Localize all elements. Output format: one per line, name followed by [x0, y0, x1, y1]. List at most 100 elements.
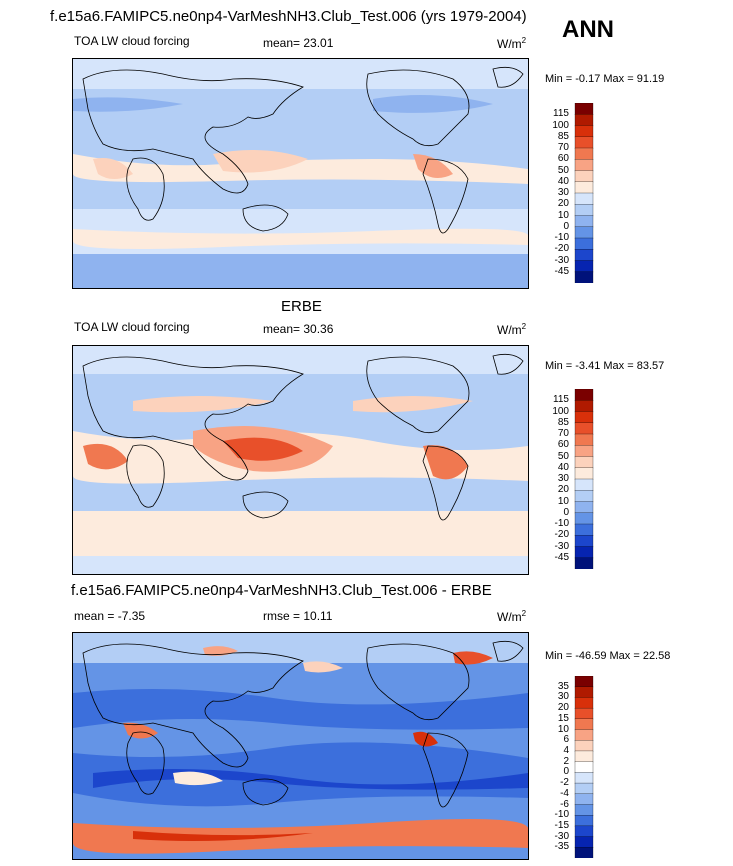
panel-3-map	[72, 632, 529, 860]
colorbar-swatch	[574, 750, 594, 763]
panel-3-min-max: Min = -46.59 Max = 22.58	[545, 650, 671, 662]
colorbar-swatch	[574, 523, 594, 536]
panel-3-title: f.e15a6.FAMIPC5.ne0np4-VarMeshNH3.Club_T…	[71, 582, 492, 599]
colorbar-tick-label: 70	[557, 142, 569, 153]
colorbar-tick-label: -20	[554, 243, 569, 255]
colorbar-swatch	[574, 761, 594, 774]
colorbar-swatch	[574, 271, 594, 284]
panel-2-colorbar-ticks: 115 100 85 70 60 50 40 30 20 10 0 -10 -20 -30 -45	[547, 389, 575, 569]
colorbar-swatch	[574, 772, 594, 784]
colorbar-swatch	[574, 433, 594, 446]
colorbar-tick-label: 10	[557, 209, 569, 221]
colorbar-swatch	[574, 707, 594, 720]
panel-2-title: ERBE	[281, 298, 322, 315]
colorbar-swatch	[574, 411, 594, 424]
colorbar-swatch	[574, 490, 594, 503]
colorbar-tick-label: -4	[560, 787, 569, 799]
colorbar-swatch	[574, 136, 594, 149]
colorbar-tick-label: 60	[557, 153, 569, 165]
colorbar-tick-label: 0	[563, 766, 569, 778]
colorbar-tick-label: 6	[563, 734, 569, 746]
colorbar-swatch	[574, 501, 594, 514]
panel-2-map	[72, 345, 529, 575]
panel-1-colorbar-ticks: 115 100 85 70 60 50 40 30 20 10 0 -10 -20 -30 -45	[547, 103, 575, 283]
panel-2-variable: TOA LW cloud forcing	[74, 320, 190, 334]
panel-1-title: f.e15a6.FAMIPC5.ne0np4-VarMeshNH3.Club_T…	[50, 8, 527, 25]
colorbar-swatch	[574, 697, 594, 709]
panel-3-rmse: rmse = 10.11	[263, 609, 333, 623]
colorbar-swatch	[574, 204, 594, 217]
colorbar-swatch	[574, 237, 594, 250]
panel-1-units: W/m2	[497, 36, 527, 51]
colorbar-swatch	[574, 192, 594, 205]
panel-2-colorbar: 115 100 85 70 60 50 40 30 20 10 0 -10 -20 -30 -45	[552, 388, 595, 574]
colorbar-swatch	[574, 114, 594, 127]
panel-1-variable: TOA LW cloud forcing	[74, 34, 190, 48]
colorbar-tick-label: 50	[557, 164, 569, 176]
colorbar-swatch	[574, 467, 594, 480]
colorbar-tick-label: -10	[554, 518, 569, 529]
colorbar-swatch	[574, 847, 594, 859]
colorbar-swatch	[574, 836, 594, 848]
colorbar-swatch	[574, 815, 594, 827]
colorbar-swatch	[574, 804, 594, 816]
colorbar-swatch	[574, 535, 594, 548]
panel-2-min-max: Min = -3.41 Max = 83.57	[545, 360, 665, 372]
panel-3-colorbar-swatches	[574, 675, 594, 859]
colorbar-tick-label: 20	[557, 702, 569, 714]
colorbar-swatch	[574, 740, 594, 752]
colorbar-swatch	[574, 159, 594, 172]
colorbar-tick-label: 30	[557, 691, 569, 703]
colorbar-tick-label: -15	[554, 819, 569, 831]
colorbar-swatch	[574, 557, 594, 570]
colorbar-tick-label: -6	[560, 798, 569, 810]
colorbar-tick-label: -20	[554, 529, 569, 541]
colorbar-tick-label: 10	[557, 495, 569, 507]
colorbar-swatch	[574, 170, 594, 183]
panel-1-colorbar-swatches	[574, 102, 594, 284]
panel-3-units: W/m2	[497, 609, 527, 624]
colorbar-tick-label: 50	[557, 450, 569, 462]
panel-1-min-max: Min = -0.17 Max = 91.19	[545, 73, 665, 85]
colorbar-swatch	[574, 249, 594, 262]
colorbar-tick-label: 60	[557, 439, 569, 451]
panel-3-colorbar-ticks: 35 30 20 15 10 6 4 2 0 -2 -4 -6 -10 -15 -30 -35	[547, 676, 575, 858]
colorbar-tick-label: 40	[557, 461, 569, 473]
colorbar-tick-label: 10	[557, 723, 569, 735]
colorbar-tick-label: -10	[554, 809, 569, 821]
colorbar-swatch	[574, 125, 594, 138]
colorbar-tick-label: 20	[557, 198, 569, 210]
colorbar-swatch	[574, 147, 594, 160]
colorbar-tick-label: 115	[553, 394, 569, 406]
colorbar-swatch	[574, 445, 594, 458]
colorbar-swatch	[574, 388, 594, 401]
colorbar-tick-label: 100	[552, 405, 569, 417]
colorbar-swatch	[574, 782, 594, 795]
colorbar-swatch	[574, 226, 594, 239]
panel-1-colorbar: 115 100 85 70 60 50 40 30 20 10 0 -10 -20 -30 -45	[552, 102, 595, 288]
panel-3-map-svg	[73, 633, 528, 859]
panel-1-mean: mean= 23.01	[263, 36, 334, 50]
colorbar-tick-label: -35	[554, 841, 569, 853]
colorbar-swatch	[574, 400, 594, 413]
colorbar-tick-label: 2	[563, 755, 569, 767]
colorbar-swatch	[574, 456, 594, 469]
panel-1-map-svg	[73, 59, 528, 288]
colorbar-tick-label: 40	[557, 175, 569, 187]
colorbar-tick-label: 30	[557, 187, 569, 198]
colorbar-tick-label: 115	[553, 108, 569, 120]
panel-2-mean: mean= 30.36	[263, 322, 334, 336]
panel-2-colorbar-swatches	[574, 388, 594, 570]
colorbar-tick-label: -30	[554, 540, 569, 552]
colorbar-tick-label: -30	[554, 830, 569, 842]
colorbar-tick-label: 35	[557, 680, 569, 692]
colorbar-tick-label: 20	[557, 484, 569, 496]
panel-2-map-svg	[73, 346, 528, 574]
colorbar-swatch	[574, 215, 594, 228]
colorbar-tick-label: 15	[557, 712, 569, 724]
panel-3-mean: mean = -7.35	[74, 609, 146, 623]
colorbar-tick-label: 85	[557, 416, 569, 428]
colorbar-swatch	[574, 686, 594, 699]
colorbar-swatch	[574, 793, 594, 806]
colorbar-swatch	[574, 825, 594, 838]
